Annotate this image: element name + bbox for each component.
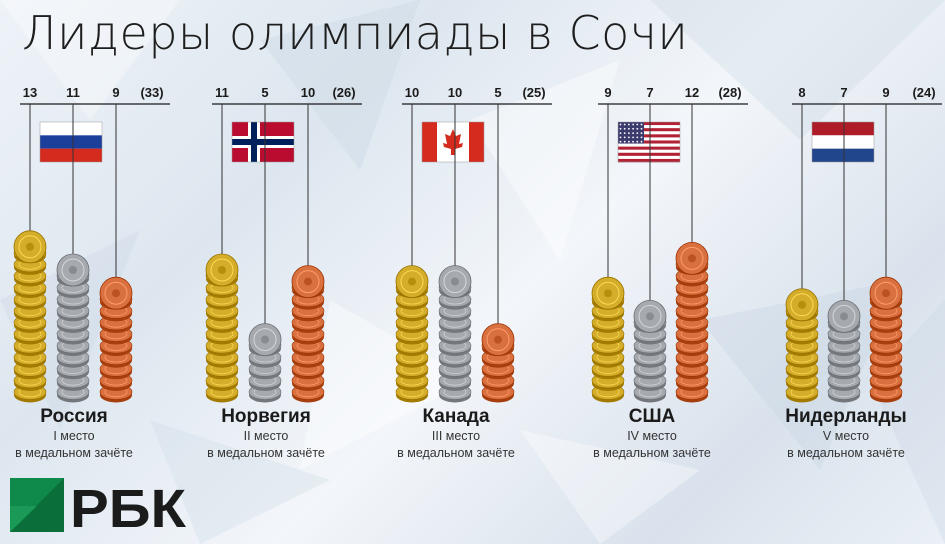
country-name: Россия bbox=[40, 406, 108, 427]
country-caption: Россия I место в медальном зачёте bbox=[0, 406, 164, 462]
medal-total-label: (25) bbox=[522, 85, 545, 100]
country-group: 8 7 9 (24) bbox=[785, 85, 942, 403]
medal-count-label-gold: 13 bbox=[23, 85, 37, 100]
medal-count-label-bronze: 5 bbox=[494, 85, 501, 100]
rbc-logo: РБК bbox=[10, 478, 187, 534]
gold-medal-stack bbox=[205, 253, 239, 403]
country-caption: Канада III место в медальном зачёте bbox=[366, 406, 546, 462]
medal-total-label: (24) bbox=[912, 85, 935, 100]
silver-medal-coin bbox=[248, 323, 282, 357]
gold-medal-stack bbox=[395, 265, 429, 403]
bronze-medal-coin bbox=[869, 372, 903, 391]
canada-flag bbox=[421, 121, 485, 163]
country-name: Норвегия bbox=[221, 406, 311, 427]
silver-medal-stack bbox=[248, 323, 282, 403]
country-rank: V место bbox=[822, 429, 870, 443]
country-rank-subtitle: в медальном зачёте bbox=[15, 446, 133, 460]
country-caption: Норвегия II место в медальном зачёте bbox=[176, 406, 356, 462]
medal-count-label-bronze: 10 bbox=[301, 85, 315, 100]
rbc-logo-icon bbox=[10, 478, 64, 532]
silver-medal-stack bbox=[56, 253, 90, 403]
medal-count-label-silver: 11 bbox=[66, 85, 80, 100]
medal-count-label-bronze: 9 bbox=[112, 85, 119, 100]
medal-count-label-silver: 5 bbox=[261, 85, 268, 100]
bronze-medal-coin bbox=[481, 323, 515, 357]
country-rank: IV место bbox=[627, 429, 677, 443]
country-name: Нидерланды bbox=[785, 406, 907, 427]
bronze-medal-coin bbox=[291, 265, 325, 299]
bronze-medal-coin bbox=[675, 241, 709, 275]
country-group: 9 7 12 (28) bbox=[591, 85, 748, 403]
country-rank: III место bbox=[431, 429, 481, 443]
medal-count-label-silver: 7 bbox=[840, 85, 847, 100]
country-group: 13 11 9 (33) bbox=[13, 85, 170, 403]
gold-medal-coin bbox=[205, 253, 239, 287]
gold-medal-stack bbox=[785, 288, 819, 403]
silver-medal-coin bbox=[56, 253, 90, 287]
silver-medal-stack bbox=[827, 299, 861, 403]
gold-medal-coin bbox=[785, 288, 819, 322]
medal-count-label-gold: 10 bbox=[405, 85, 419, 100]
bronze-medal-stack bbox=[869, 276, 903, 403]
bronze-medal-stack bbox=[99, 276, 133, 403]
bronze-medal-stack bbox=[675, 241, 709, 403]
country-rank-subtitle: в медальном зачёте bbox=[207, 446, 325, 460]
bronze-medal-stack bbox=[481, 323, 515, 403]
page-title: Лидеры олимпиады в Сочи bbox=[22, 6, 689, 60]
country-rank-subtitle: в медальном зачёте bbox=[787, 446, 905, 460]
medal-count-label-gold: 9 bbox=[604, 85, 611, 100]
silver-medal-coin bbox=[827, 299, 861, 333]
gold-medal-coin bbox=[13, 256, 47, 275]
medal-count-label-gold: 8 bbox=[798, 85, 805, 100]
silver-medal-coin bbox=[438, 349, 472, 368]
country-rank-subtitle: в медальном зачёте bbox=[593, 446, 711, 460]
gold-medal-coin bbox=[13, 230, 47, 264]
silver-medal-coin bbox=[633, 299, 667, 333]
country-rank: II место bbox=[243, 429, 289, 443]
medal-total-label: (28) bbox=[718, 85, 741, 100]
country-name: Канада bbox=[422, 406, 490, 427]
country-group: 10 10 5 (25) bbox=[395, 85, 552, 403]
medal-total-label: (33) bbox=[140, 85, 163, 100]
silver-medal-stack bbox=[633, 299, 667, 403]
rbc-logo-text: РБК bbox=[70, 479, 187, 534]
country-rank: I место bbox=[53, 429, 95, 443]
medal-count-label-bronze: 12 bbox=[685, 85, 699, 100]
usa-flag bbox=[617, 121, 681, 163]
bronze-medal-coin bbox=[869, 276, 903, 310]
gold-medal-coin bbox=[205, 302, 239, 322]
norway-flag bbox=[231, 121, 295, 163]
netherlands-flag bbox=[811, 121, 875, 163]
medal-count-label-gold: 11 bbox=[215, 85, 229, 100]
medal-count-label-silver: 7 bbox=[646, 85, 653, 100]
bronze-medal-coin bbox=[99, 276, 133, 310]
gold-medal-coin bbox=[395, 265, 429, 299]
bronze-medal-coin bbox=[99, 314, 133, 333]
gold-medal-stack bbox=[591, 276, 625, 403]
bronze-medal-stack bbox=[291, 265, 325, 403]
country-rank-subtitle: в медальном зачёте bbox=[397, 446, 515, 460]
silver-medal-stack bbox=[438, 265, 472, 403]
gold-medal-stack bbox=[13, 230, 47, 403]
russia-flag bbox=[39, 121, 103, 163]
country-caption: Нидерланды V место в медальном зачёте bbox=[756, 406, 936, 462]
medal-total-label: (26) bbox=[332, 85, 355, 100]
country-name: США bbox=[628, 406, 676, 427]
medal-count-label-silver: 10 bbox=[448, 85, 462, 100]
gold-medal-coin bbox=[205, 291, 239, 310]
gold-medal-coin bbox=[591, 276, 625, 310]
medal-count-label-bronze: 9 bbox=[882, 85, 889, 100]
country-group: 11 5 10 (26) bbox=[205, 85, 362, 403]
silver-medal-coin bbox=[438, 265, 472, 299]
silver-medal-coin bbox=[633, 337, 667, 357]
country-caption: США IV место в медальном зачёте bbox=[562, 406, 742, 462]
